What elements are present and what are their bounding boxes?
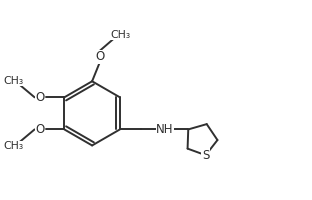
Text: O: O [35,91,45,104]
Text: S: S [202,149,209,162]
Text: CH₃: CH₃ [111,30,131,40]
Text: O: O [35,123,45,136]
Text: O: O [95,50,104,63]
Text: CH₃: CH₃ [3,141,23,151]
Text: NH: NH [156,123,174,136]
Text: CH₃: CH₃ [3,76,23,86]
